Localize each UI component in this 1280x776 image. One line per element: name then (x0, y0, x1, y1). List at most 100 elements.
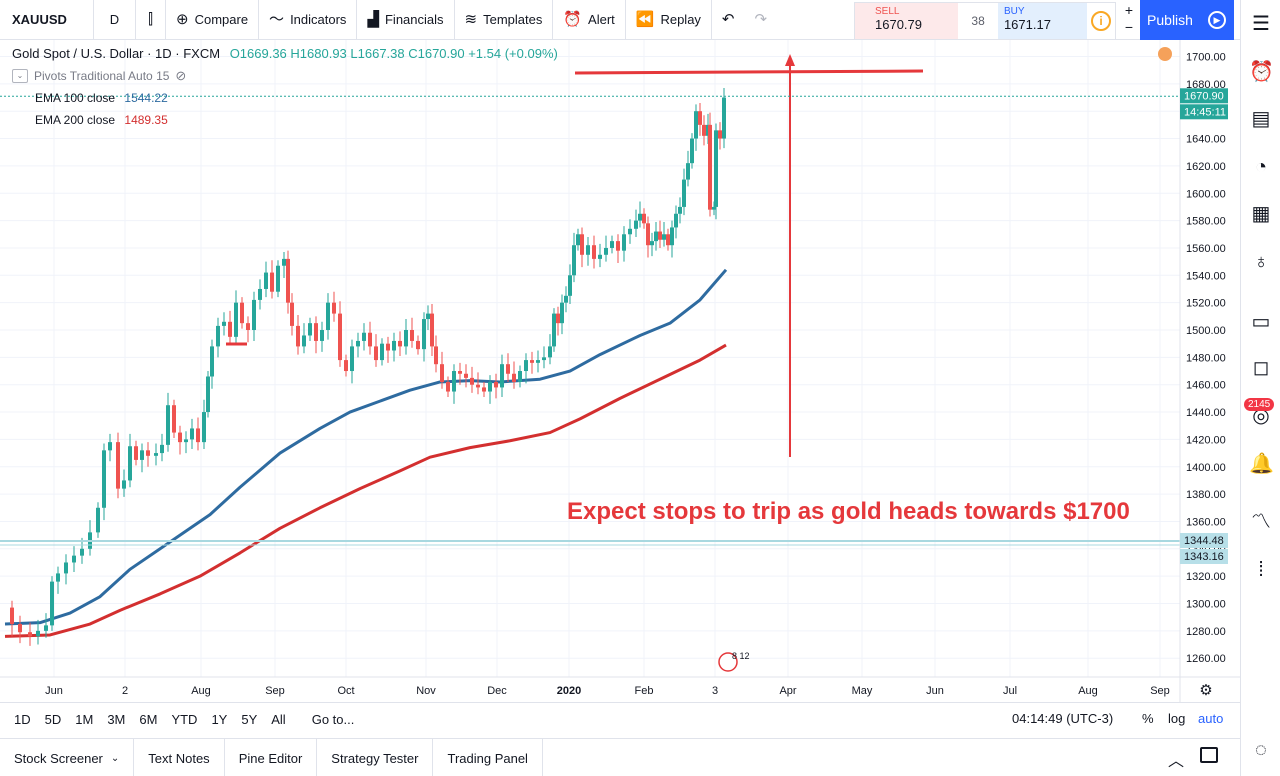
screener-icon[interactable]: 〽 (1251, 511, 1271, 533)
candle-body (282, 258, 286, 266)
templates-button[interactable]: ≋ Templates (455, 0, 554, 40)
candle-body (674, 213, 678, 228)
candle-body (134, 446, 138, 460)
candle-body (556, 313, 560, 324)
level1-tag-bg (1180, 533, 1228, 548)
candle-body (28, 632, 32, 637)
redo-icon: ↷ (754, 11, 768, 28)
dom-icon[interactable]: ⁞ (1258, 559, 1264, 581)
goto-button[interactable]: Go to... (311, 712, 355, 727)
data-window-icon[interactable]: ▤ (1251, 108, 1271, 130)
pivots-legend[interactable]: ⌄ Pivots Traditional Auto 15 ⊘ (12, 68, 186, 84)
tab-label: Pine Editor (238, 750, 303, 766)
help-icon[interactable]: ◌ (1255, 739, 1267, 761)
chart-annotation-text[interactable]: Expect stops to trip as gold heads towar… (567, 498, 1130, 525)
watchlist-icon[interactable]: ☰ (1252, 13, 1270, 35)
candle-body (422, 319, 426, 350)
increase-button[interactable]: + (1124, 2, 1134, 18)
hotlist-icon[interactable]: ◔ (1254, 156, 1268, 178)
candle-body (206, 376, 210, 413)
candle-body (586, 245, 590, 255)
interval-button[interactable]: D (94, 0, 136, 40)
sell-price: 1670.79 (875, 17, 922, 32)
spread-value: 38 (971, 14, 985, 28)
settings-gear-icon[interactable]: ⚙ (1199, 682, 1212, 699)
notification-dot[interactable] (1158, 47, 1172, 61)
collapse-icon[interactable]: ⌄ (12, 69, 28, 83)
log-toggle[interactable]: log (1168, 711, 1186, 726)
price-tick-label: 1500.00 (1186, 325, 1226, 337)
price-tick-label: 1400.00 (1186, 462, 1226, 474)
notifications-bell-icon[interactable]: 🔔 (1249, 453, 1274, 475)
fullscreen-button[interactable]: ▶ (1200, 0, 1234, 40)
candle-body (264, 272, 268, 289)
compare-button[interactable]: ⊕ Compare (166, 0, 260, 40)
candle-body (430, 313, 434, 347)
range-ytd[interactable]: YTD (171, 712, 198, 727)
undo-button[interactable]: ↶ (712, 0, 745, 40)
time-tick-label: 3 (712, 685, 718, 697)
decrease-button[interactable]: − (1124, 19, 1134, 35)
collapse-panel-icon[interactable]: ︿ (1168, 753, 1185, 770)
publish-button[interactable]: Publish (1140, 0, 1200, 40)
range-1m[interactable]: 1M (75, 712, 94, 727)
ema100-legend[interactable]: EMA 100 close 1544.22 (35, 91, 168, 105)
sell-button[interactable]: SELL 1670.79 (855, 3, 959, 39)
tab-trading-panel[interactable]: Trading Panel (433, 739, 543, 776)
candle-body (10, 607, 14, 625)
range-1y[interactable]: 1Y (211, 712, 228, 727)
alarm-clock-icon[interactable]: ⏰ (1249, 61, 1274, 83)
replay-button[interactable]: ⏪ Replay (626, 0, 712, 40)
candle-body (56, 573, 60, 582)
candle-body (686, 163, 690, 180)
candle-body (568, 275, 572, 296)
level2-tag: 1343.16 (1184, 551, 1224, 563)
tab-pine-editor[interactable]: Pine Editor (225, 739, 318, 776)
candle-body (314, 323, 318, 341)
candle-body (252, 299, 256, 330)
chart-type-button[interactable]: ⫿ (136, 0, 166, 40)
candle-body (270, 272, 274, 292)
range-all[interactable]: All (271, 712, 286, 727)
tab-strategy-tester[interactable]: Strategy Tester (317, 739, 434, 776)
time-tick-label: Nov (416, 685, 436, 697)
chat-icon[interactable]: ▭ (1251, 311, 1271, 333)
time-tick-label: Dec (487, 685, 507, 697)
candle-body (392, 340, 396, 351)
candle-body (172, 405, 176, 433)
financials-button[interactable]: ▟ Financials (357, 0, 455, 40)
alert-button[interactable]: ⏰ Alert (553, 0, 626, 40)
undo-icon: ↶ (721, 11, 735, 28)
indicators-button[interactable]: 〜 Indicators (259, 0, 358, 40)
eye-off-icon[interactable]: ⊘ (175, 68, 187, 83)
maximize-panel-icon[interactable] (1200, 747, 1218, 763)
candle-body (518, 371, 522, 382)
range-5d[interactable]: 5D (44, 712, 62, 727)
ideas-bulb-icon[interactable]: ♁ (1253, 251, 1269, 273)
symbol-search-button[interactable]: XAUUSD (0, 0, 94, 40)
timezone-clock[interactable]: 04:14:49 (UTC-3) (1012, 711, 1114, 726)
info-button[interactable]: i (1087, 3, 1115, 39)
price-tick-label: 1600.00 (1186, 188, 1226, 200)
buy-button[interactable]: BUY 1671.17 (997, 3, 1088, 39)
candle-body (494, 381, 498, 388)
rewind-icon: ⏪ (635, 11, 655, 28)
range-5y[interactable]: 5Y (241, 712, 258, 727)
calendar-icon[interactable]: ▦ (1251, 203, 1271, 225)
messages-icon[interactable]: ◻ (1252, 357, 1270, 379)
tab-text-notes[interactable]: Text Notes (134, 739, 225, 776)
info-icon: i (1091, 11, 1112, 31)
quantity-stepper[interactable]: + − (1118, 2, 1140, 40)
ema200-legend[interactable]: EMA 200 close 1489.35 (35, 113, 168, 127)
price-chart[interactable]: 8 12 1700.001680.001660.001640.001620.00… (0, 40, 1240, 702)
tab-stock-screener[interactable]: Stock Screener ⌄ (0, 739, 135, 776)
candle-body (258, 288, 262, 300)
percent-toggle[interactable]: % (1142, 711, 1154, 726)
range-3m[interactable]: 3M (107, 712, 126, 727)
redo-button[interactable]: ↷ (745, 0, 778, 40)
candle-body (246, 323, 250, 330)
auto-toggle[interactable]: auto (1198, 711, 1224, 726)
range-6m[interactable]: 6M (139, 712, 158, 727)
range-1d[interactable]: 1D (14, 712, 31, 727)
candle-body (694, 111, 698, 139)
